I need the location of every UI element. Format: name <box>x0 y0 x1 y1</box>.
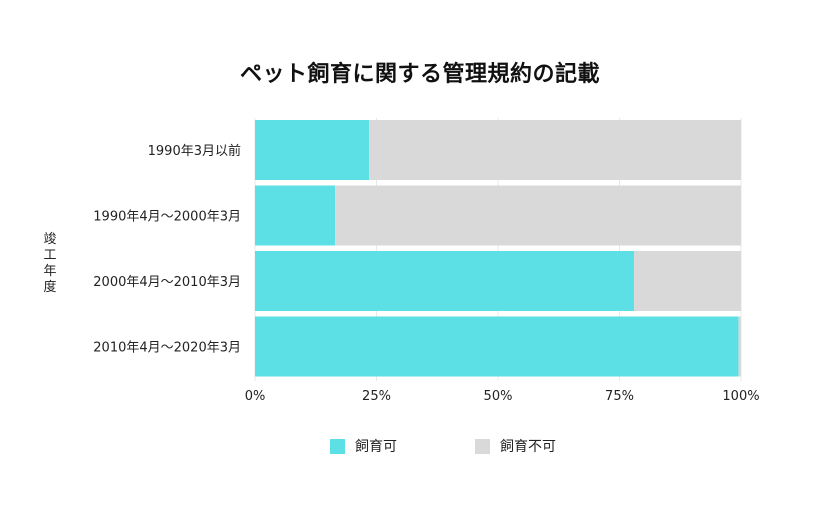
bar-feeding-not-allowed <box>634 251 741 311</box>
x-tick-label: 100% <box>722 389 759 404</box>
bar-feeding-not-allowed <box>738 316 741 377</box>
bar-feeding-allowed <box>255 251 635 311</box>
legend: 飼育可 飼育不可 <box>0 436 840 460</box>
legend-item-feeding-not-allowed: 飼育不可 <box>475 436 556 456</box>
bar-feeding-not-allowed <box>369 120 741 180</box>
category-label: 1990年4月〜2000年3月 <box>93 210 241 225</box>
x-tick-label: 75% <box>605 389 634 404</box>
legend-swatch-feeding-allowed <box>330 438 345 454</box>
bar-feeding-not-allowed <box>335 185 741 246</box>
bar-feeding-allowed <box>255 185 336 246</box>
x-tick-label: 25% <box>362 389 391 404</box>
legend-swatch-feeding-not-allowed <box>475 438 490 454</box>
y-axis-label-char: 年 <box>43 264 56 279</box>
category-label: 2000年4月〜2010年3月 <box>93 275 241 290</box>
bar-feeding-allowed <box>255 120 370 180</box>
bar-feeding-allowed <box>255 316 739 377</box>
x-tick-label: 0% <box>245 389 266 404</box>
y-axis-label-char: 度 <box>43 279 56 295</box>
category-label: 1990年3月以前 <box>148 143 241 159</box>
legend-label-feeding-not-allowed: 飼育不可 <box>500 439 556 455</box>
chart-title: ペット飼育に関する管理規約の記載 <box>239 62 600 87</box>
category-label: 2010年4月〜2020年3月 <box>93 341 241 356</box>
x-tick-label: 50% <box>484 389 513 404</box>
legend-item-feeding-allowed: 飼育可 <box>330 436 397 456</box>
y-axis-label-char: 竣 <box>43 232 56 247</box>
y-axis-label-char: 工 <box>43 248 56 263</box>
legend-label-feeding-allowed: 飼育可 <box>355 439 397 455</box>
